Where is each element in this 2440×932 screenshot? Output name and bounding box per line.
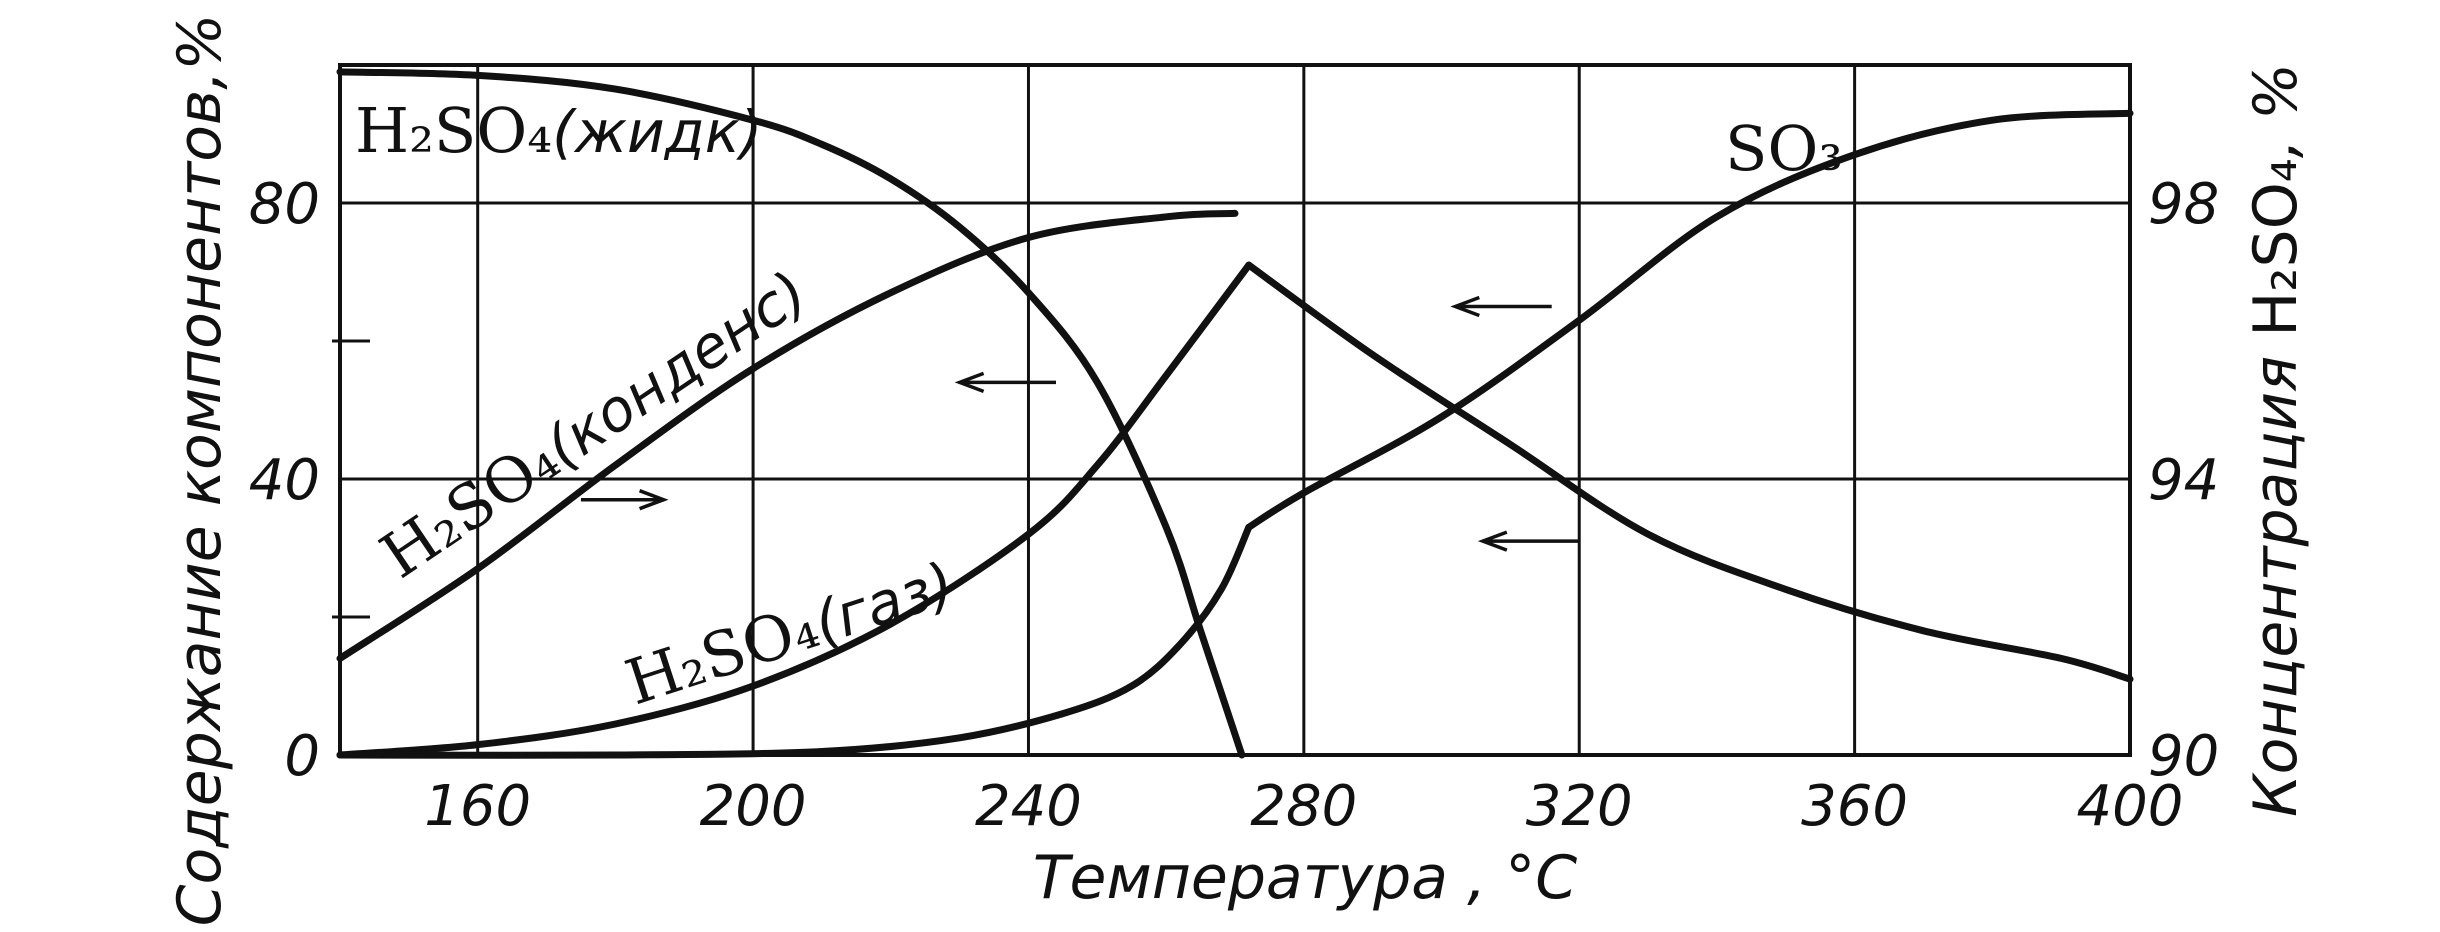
label-condensate-phase: (конденс) — [533, 258, 819, 482]
y-axis-right-title-prefix: Концентрация — [2241, 337, 2311, 817]
series-condensate-line — [336, 209, 1239, 662]
series-so3-line — [336, 523, 1253, 759]
label-liquid-formula: H₂SO₄ — [355, 94, 552, 167]
x-tick-label: 160 — [424, 774, 531, 839]
arrow-left-so3-head — [1450, 295, 1480, 318]
series-liquid-line — [336, 68, 1246, 759]
arrow-left-gas-head — [1477, 530, 1508, 552]
y-left-tick-label: 80 — [249, 172, 320, 237]
y-right-tick-label: 94 — [2148, 448, 2219, 513]
axis-ticks: 160 200 240 280 320 360 400 0 40 80 90 94 98 — [249, 172, 2220, 839]
y-right-tick-label: 90 — [2148, 724, 2219, 789]
label-condensate-formula: H₂SO₄ — [368, 422, 572, 593]
x-tick-label: 280 — [1250, 774, 1357, 839]
y-axis-left-title: Содержание компонентов,% — [165, 14, 235, 927]
y-axis-right-title-formula: H₂SO₄ — [2241, 158, 2311, 337]
x-tick-label: 200 — [700, 774, 807, 839]
series-gas-line — [336, 261, 1253, 759]
arrow-left-liquid-head — [954, 371, 985, 394]
x-tick-label: 360 — [1801, 774, 1908, 839]
x-tick-label: 320 — [1526, 774, 1633, 839]
label-gas-phase: (газ) — [806, 549, 962, 658]
label-liquid: H₂SO₄(жидк) — [355, 94, 762, 167]
y-left-tick-label: 0 — [284, 724, 320, 789]
x-tick-label: 400 — [2077, 774, 2184, 839]
direction-arrows — [580, 295, 1580, 552]
x-tick-label: 240 — [975, 774, 1082, 839]
series-so3-line-upper — [1245, 109, 2134, 531]
label-liquid-phase: (жидк) — [552, 98, 762, 166]
y-axis-right-title-suffix: , % — [2241, 63, 2311, 158]
label-gas: H₂SO₄(газ) — [617, 545, 962, 719]
series — [336, 68, 2134, 759]
x-axis-title: Температура , °C — [1033, 843, 1577, 913]
y-right-tick-label: 98 — [2148, 172, 2219, 237]
arrow-right-condensate-head — [638, 489, 669, 511]
series-gas-line-descending — [1245, 261, 2134, 683]
y-axis-right-title: Концентрация H₂SO₄, % — [2241, 63, 2311, 817]
label-so3: SO₃ — [1725, 112, 1843, 185]
y-left-tick-label: 40 — [249, 448, 320, 513]
grid — [340, 65, 2130, 755]
plot-frame — [338, 63, 2132, 757]
